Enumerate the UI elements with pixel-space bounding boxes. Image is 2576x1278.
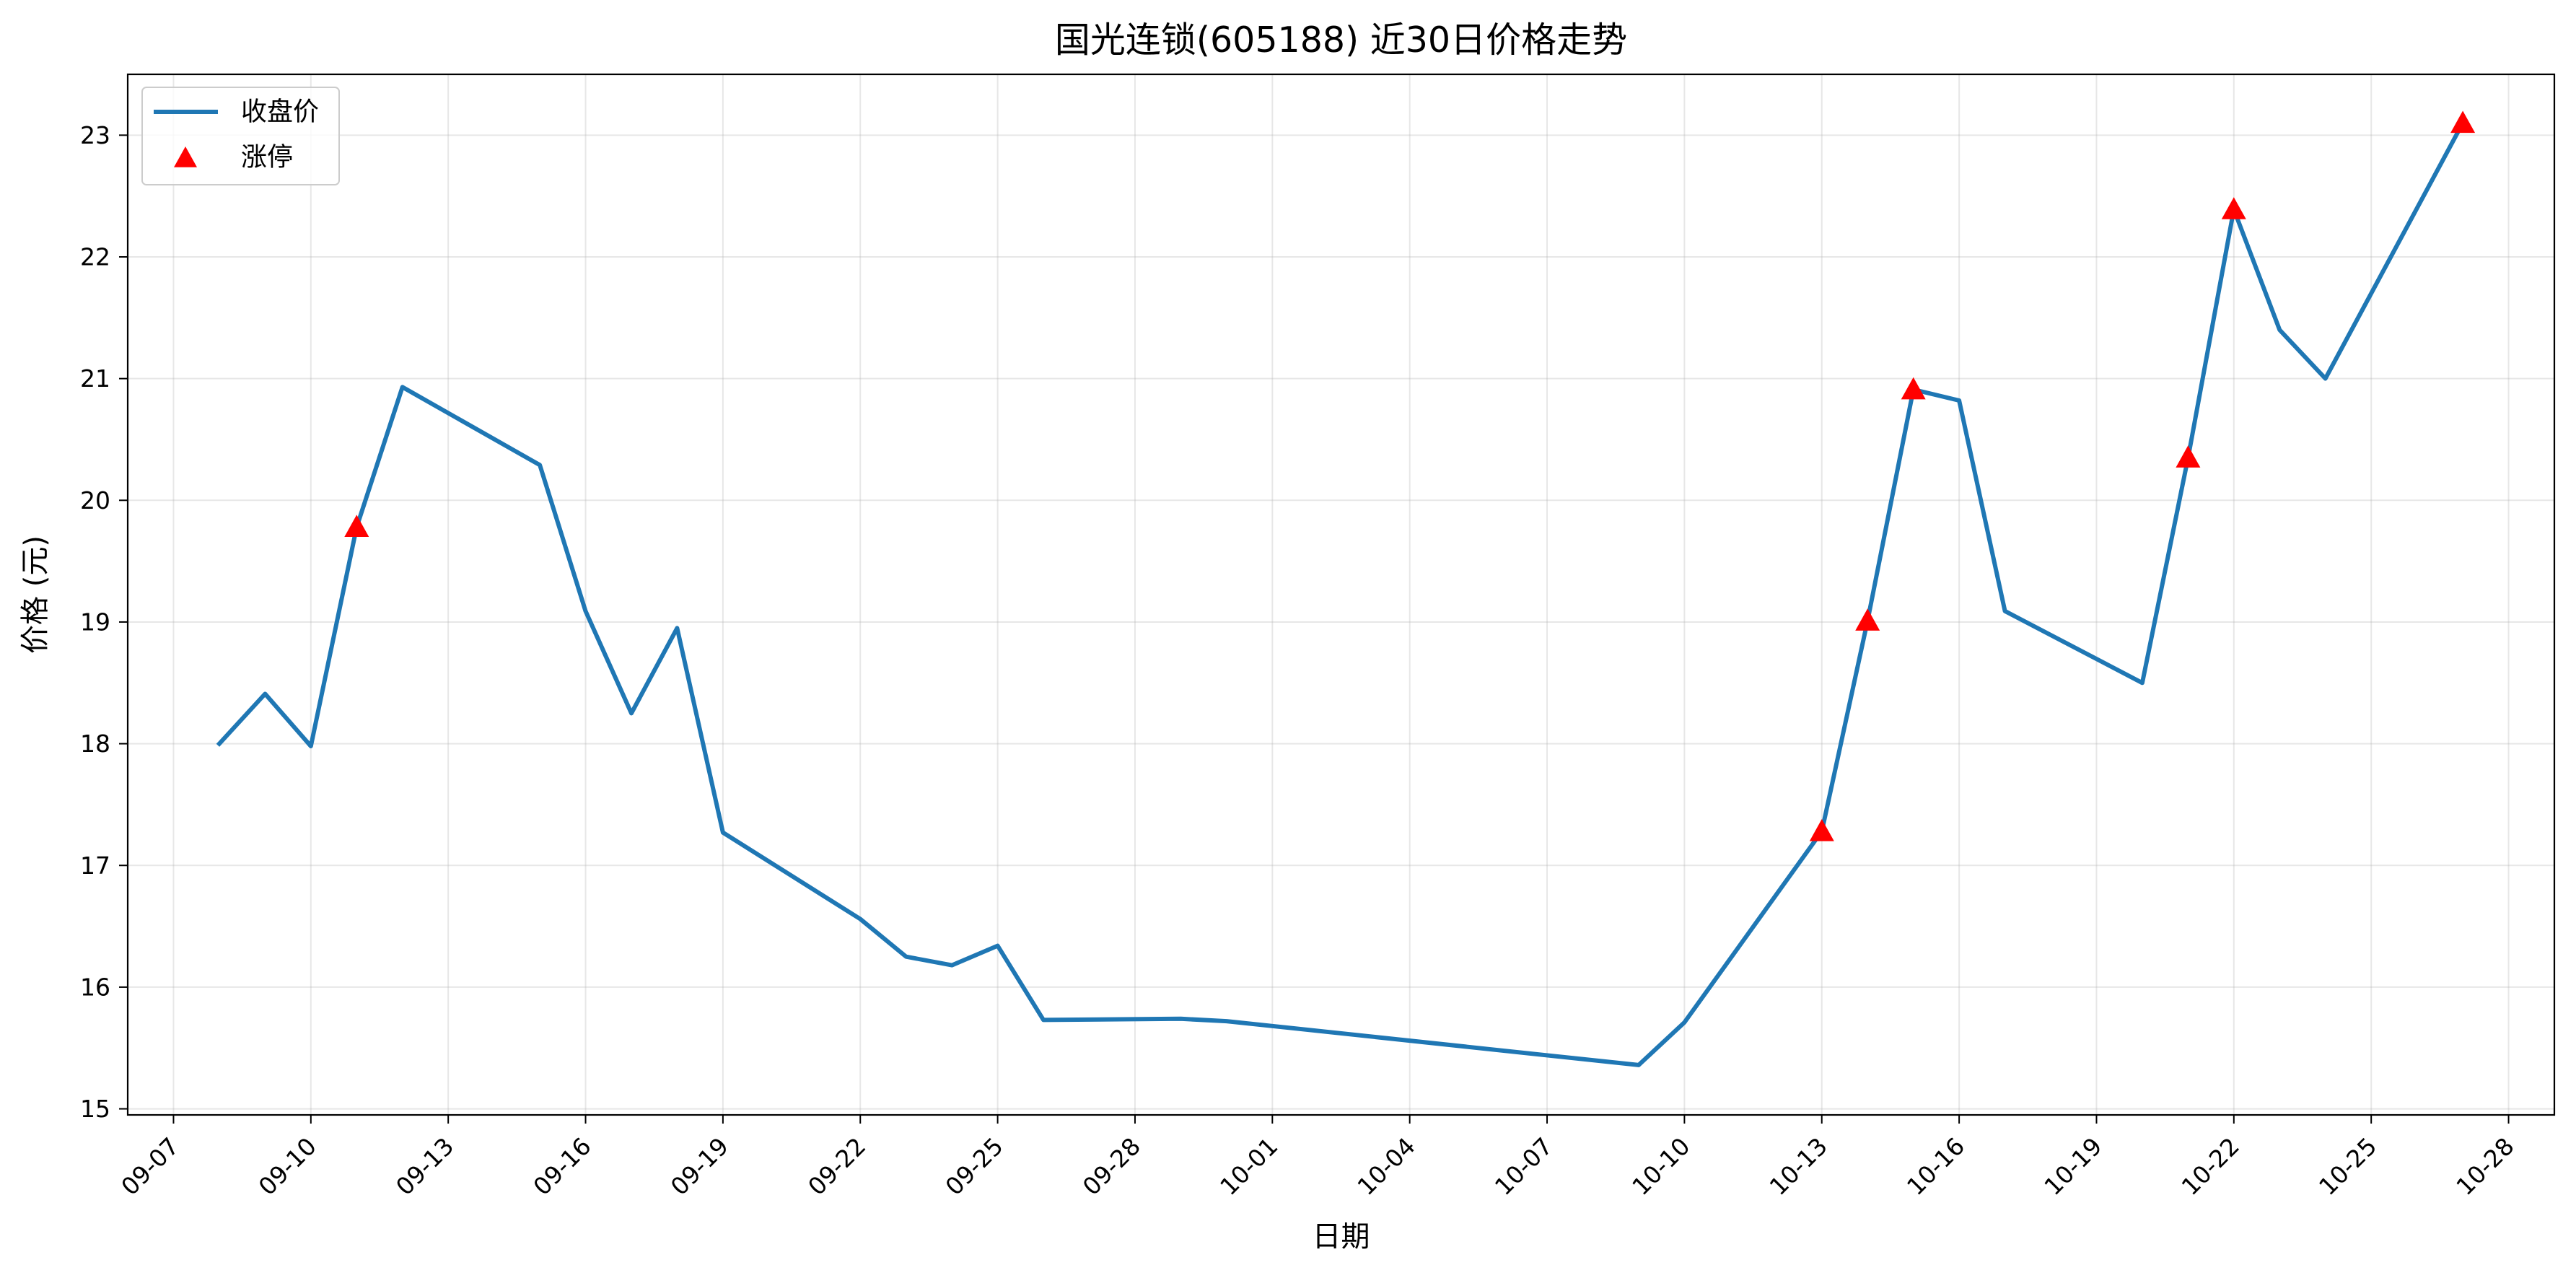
limit-up-marker bbox=[1855, 608, 1880, 631]
limit-up-marker bbox=[2221, 197, 2246, 219]
grid-layer bbox=[128, 74, 2554, 1115]
y-tick-label: 16 bbox=[80, 973, 110, 1001]
y-tick-label: 17 bbox=[80, 852, 110, 880]
plot-frame bbox=[126, 73, 2556, 1116]
y-tick-label: 20 bbox=[80, 486, 110, 515]
legend-label-limit-up: 涨停 bbox=[241, 143, 293, 172]
limit-up-marker bbox=[2450, 110, 2476, 134]
chart-title: 国光连锁(605188) 近30日价格走势 bbox=[1055, 19, 1627, 61]
legend: 收盘价 涨停 bbox=[141, 87, 340, 185]
limit-up-marker bbox=[1809, 819, 1834, 841]
legend-label-close-price: 收盘价 bbox=[241, 97, 319, 127]
limit-up-marker bbox=[344, 515, 369, 537]
x-axis-label: 日期 bbox=[1313, 1220, 1370, 1253]
y-tick-label: 18 bbox=[80, 730, 110, 758]
y-tick-label: 21 bbox=[80, 364, 110, 393]
y-tick-label: 15 bbox=[80, 1095, 110, 1123]
limit-up-marker bbox=[1901, 377, 1926, 400]
series-layer bbox=[216, 110, 2476, 1067]
y-axis-label: 价格 (元) bbox=[19, 535, 52, 654]
y-tick-label: 19 bbox=[80, 608, 110, 636]
y-tick-label: 23 bbox=[80, 121, 110, 149]
limit-up-marker bbox=[2176, 445, 2201, 468]
close-price-line bbox=[216, 120, 2466, 1067]
y-tick-label: 22 bbox=[80, 242, 110, 271]
legend-triangle-swatch bbox=[174, 146, 197, 167]
